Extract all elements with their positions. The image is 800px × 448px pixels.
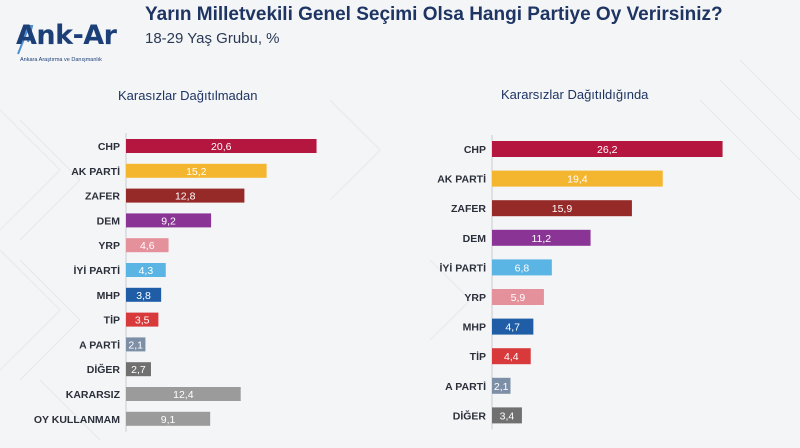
left-category-label: DEM (97, 215, 121, 227)
left-bar (126, 362, 151, 377)
right-value-label: 4,7 (505, 322, 520, 334)
right-category-label: MHP (463, 322, 486, 334)
left-bar (126, 238, 169, 253)
right-bar (492, 170, 663, 187)
right-category-label: YRP (464, 292, 486, 304)
left-value-label: 3,5 (135, 315, 150, 327)
left-bar (126, 188, 245, 203)
right-category-label: DEM (463, 233, 487, 245)
right-bar (492, 377, 511, 394)
right-bar (492, 259, 552, 276)
left-category-label: AK PARTİ (71, 165, 120, 178)
left-value-label: 20,6 (211, 141, 232, 153)
right-category-label: CHP (464, 144, 486, 156)
right-bar (492, 289, 544, 305)
left-value-label: 12,8 (175, 191, 196, 203)
left-category-label: CHP (98, 141, 120, 153)
right-bar (492, 141, 723, 157)
logo-tagline: Ankara Araştırma ve Danışmanlık (20, 57, 102, 63)
left-category-label: DİĞER (87, 363, 121, 376)
right-value-label: 5,9 (511, 292, 526, 304)
left-value-label: 2,1 (128, 339, 143, 351)
right-bar (492, 318, 534, 335)
left-value-label: 15,2 (186, 166, 207, 178)
left-category-label: ZAFER (85, 191, 120, 203)
right-value-label: 4,4 (504, 351, 519, 363)
right-category-label: AK PARTİ (437, 173, 486, 186)
right-bar (492, 200, 632, 217)
left-category-label: TİP (104, 314, 120, 327)
right-value-label: 2,1 (494, 381, 509, 393)
left-value-label: 9,1 (161, 414, 176, 426)
page-title: Yarın Milletvekili Genel Seçimi Olsa Han… (145, 4, 723, 25)
page-subtitle: 18-29 Yaş Grubu, % (145, 30, 280, 47)
left-value-label: 9,2 (161, 215, 176, 227)
left-value-label: 3,8 (136, 290, 151, 302)
left-category-label: KARARSIZ (66, 389, 121, 401)
right-category-label: TİP (470, 350, 486, 363)
left-value-label: 12,4 (173, 389, 194, 401)
ankar-logo (17, 25, 34, 55)
left-bar (126, 312, 159, 327)
left-category-label: MHP (97, 290, 120, 302)
left-value-label: 4,3 (139, 265, 154, 277)
right-chart-title: Kararsızlar Dağıtıldığında (501, 87, 649, 102)
right-category-label: İYİ PARTİ (440, 261, 487, 274)
left-bar (126, 337, 146, 352)
right-bar (492, 348, 531, 365)
right-value-label: 26,2 (597, 144, 618, 156)
right-value-label: 19,4 (567, 174, 588, 186)
right-category-label: DİĞER (453, 409, 487, 422)
left-chart-title: Karasızlar Dağıtılmadan (118, 88, 258, 103)
right-category-label: ZAFER (451, 203, 486, 215)
left-bar (126, 163, 267, 178)
left-bar (126, 287, 162, 302)
left-bar (126, 387, 241, 401)
left-bar (126, 411, 211, 426)
right-bar (492, 229, 591, 246)
left-bar (126, 263, 166, 277)
left-category-label: İYİ PARTİ (74, 264, 121, 277)
logo-wordmark: Ank-Ar (16, 20, 117, 51)
right-value-label: 6,8 (515, 262, 530, 274)
right-bar (492, 407, 522, 424)
right-value-label: 11,2 (531, 233, 551, 245)
right-value-label: 3,4 (500, 410, 515, 422)
left-bar (126, 139, 317, 153)
left-category-label: OY KULLANMAM (34, 414, 120, 426)
left-value-label: 4,6 (140, 240, 155, 252)
right-category-label: A PARTİ (445, 380, 486, 393)
left-bar (126, 213, 212, 228)
left-category-label: A PARTİ (79, 338, 120, 351)
left-category-label: YRP (98, 240, 120, 252)
left-value-label: 2,7 (131, 364, 146, 376)
right-value-label: 15,9 (552, 203, 573, 215)
